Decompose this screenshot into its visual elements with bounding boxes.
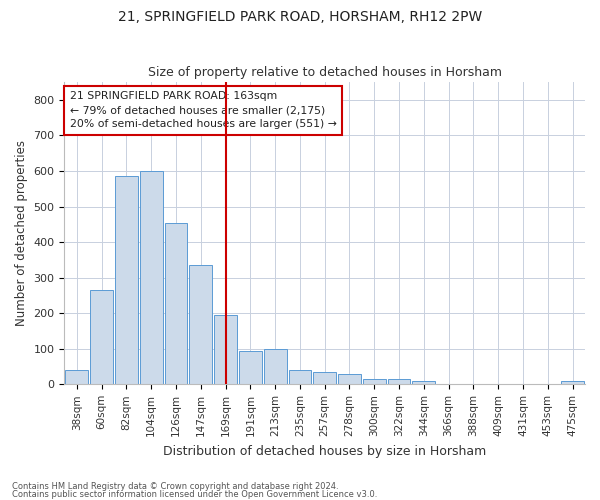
Text: 21 SPRINGFIELD PARK ROAD: 163sqm
← 79% of detached houses are smaller (2,175)
20: 21 SPRINGFIELD PARK ROAD: 163sqm ← 79% o… — [70, 91, 337, 129]
Bar — [412, 381, 435, 384]
Bar — [164, 222, 187, 384]
Bar — [264, 349, 287, 384]
X-axis label: Distribution of detached houses by size in Horsham: Distribution of detached houses by size … — [163, 444, 487, 458]
Bar — [90, 290, 113, 384]
Bar — [363, 379, 386, 384]
Bar — [239, 350, 262, 384]
Text: Contains HM Land Registry data © Crown copyright and database right 2024.: Contains HM Land Registry data © Crown c… — [12, 482, 338, 491]
Bar — [338, 374, 361, 384]
Bar — [388, 379, 410, 384]
Bar — [65, 370, 88, 384]
Bar — [140, 171, 163, 384]
Bar — [190, 265, 212, 384]
Y-axis label: Number of detached properties: Number of detached properties — [15, 140, 28, 326]
Bar — [115, 176, 138, 384]
Text: Contains public sector information licensed under the Open Government Licence v3: Contains public sector information licen… — [12, 490, 377, 499]
Bar — [561, 381, 584, 384]
Title: Size of property relative to detached houses in Horsham: Size of property relative to detached ho… — [148, 66, 502, 80]
Bar — [289, 370, 311, 384]
Text: 21, SPRINGFIELD PARK ROAD, HORSHAM, RH12 2PW: 21, SPRINGFIELD PARK ROAD, HORSHAM, RH12… — [118, 10, 482, 24]
Bar — [313, 372, 336, 384]
Bar — [214, 315, 237, 384]
